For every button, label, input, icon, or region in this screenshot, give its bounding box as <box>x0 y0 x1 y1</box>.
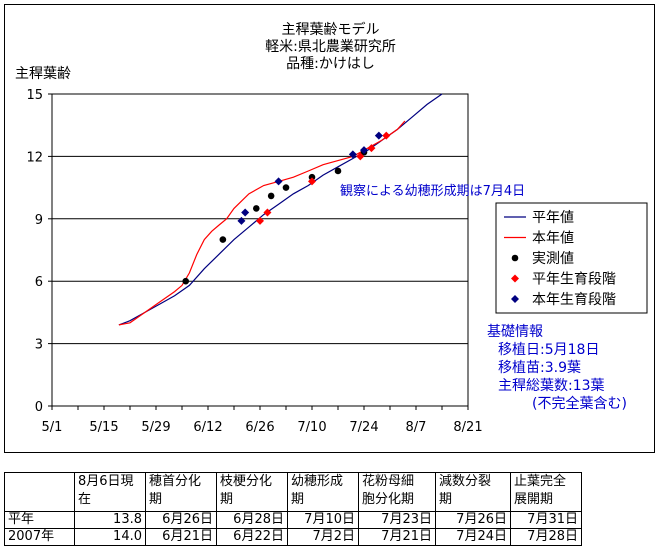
info-total-leaves: 主稈総葉数:13葉 <box>498 378 605 394</box>
data-point <box>219 236 227 243</box>
legend-label: 本年値 <box>532 231 574 247</box>
table-row: 2007年 14.0 6月21日 6月22日 7月2日 7月21日 7月24日 … <box>4 528 582 546</box>
table-cell: 7月21日 <box>358 528 436 546</box>
x-tick-label: 6/12 <box>193 420 222 435</box>
table-cell: 7月28日 <box>510 528 582 546</box>
data-point <box>360 146 368 155</box>
table-cell: 6月22日 <box>216 528 288 546</box>
legend-label: 平年生育段階 <box>532 272 616 288</box>
table-cell: 7月23日 <box>358 511 436 529</box>
info-seedling-leaf: 移植苗:3.9葉 <box>498 360 581 376</box>
y-tick-label: 15 <box>26 88 43 103</box>
table-cell: 14.0 <box>74 528 146 546</box>
x-tick-label: 6/26 <box>245 420 274 435</box>
legend-label: 実測値 <box>532 251 574 267</box>
table-header-cell: 減数分裂期 <box>435 472 511 512</box>
table-header-cell <box>4 472 75 512</box>
y-tick-label: 0 <box>35 400 43 415</box>
data-point <box>308 177 316 186</box>
table-header-cell: 枝梗分化期 <box>216 472 288 512</box>
annotation-panicle-formation: 観察による幼穂形成期は7月4日 <box>340 184 526 199</box>
data-point <box>241 208 250 217</box>
table-header-cell: 穂首分化期 <box>145 472 217 512</box>
chart-plot-svg: 0 3 6 9 12 15 5/1 5/15 5/29 6/12 6/26 7/10 7/24 8/7 8/… <box>26 88 648 435</box>
data-point <box>382 131 391 140</box>
table-cell: 6月26日 <box>145 511 217 529</box>
x-tick-label: 7/10 <box>297 420 326 435</box>
chart-title-line-1: 主稈葉齢モデル <box>281 22 380 38</box>
plot-area <box>51 93 469 407</box>
data-point <box>274 177 283 186</box>
data-point <box>348 150 357 159</box>
chart-panel: 主稈葉齢モデル 軽米:県北農業研究所 品種:かけはし 主稈葉齢 0 3 6 9 12 15… <box>4 4 655 453</box>
table-cell: 7月2日 <box>287 528 359 546</box>
table-cell: 7月26日 <box>435 511 511 529</box>
y-tick-label: 3 <box>35 338 43 353</box>
info-transplant-date: 移植日:5月18日 <box>498 342 600 358</box>
data-point <box>334 167 342 175</box>
chart-title-line-2: 軽米:県北農業研究所 <box>265 39 396 55</box>
x-tick-label: 8/7 <box>406 420 427 435</box>
legend-label: 本年生育段階 <box>532 292 616 308</box>
table-row-label: 平年 <box>4 511 75 529</box>
legend-label: 平年値 <box>532 210 574 226</box>
data-point <box>374 131 383 140</box>
series-line-0 <box>118 93 443 326</box>
x-tick-label: 5/1 <box>42 420 63 435</box>
data-point <box>252 205 260 212</box>
data-point <box>237 216 246 225</box>
data-point <box>263 208 272 217</box>
table-cell: 7月10日 <box>287 511 359 529</box>
x-tick-label: 5/29 <box>141 420 170 435</box>
legend-swatch <box>511 274 519 283</box>
data-point <box>367 144 376 153</box>
data-point <box>256 216 264 225</box>
x-tick-label: 5/15 <box>89 420 118 435</box>
y-tick-label: 9 <box>35 213 43 228</box>
data-point <box>356 152 365 161</box>
table-header-cell: 止葉完全 展開期 <box>510 472 582 512</box>
info-incomplete-leaf-note: (不完全葉含む) <box>532 396 627 412</box>
table-header-cell: 花粉母細 胞分化期 <box>358 472 436 512</box>
table-row-label: 2007年 <box>4 528 75 546</box>
legend-swatch <box>511 295 519 303</box>
data-point <box>267 192 275 200</box>
table-header-row: 8月6日現在 穂首分化期 枝梗分化期 幼穂形成期 花粉母細 胞分化期 減数分裂期 … <box>4 472 582 512</box>
table-header-cell: 幼穂形成期 <box>287 472 359 512</box>
table-cell: 6月21日 <box>145 528 217 546</box>
y-axis-label: 主稈葉齢 <box>15 66 71 82</box>
chart-title-line-3: 品種:かけはし <box>286 56 375 72</box>
info-heading: 基礎情報 <box>487 324 543 340</box>
y-tick-label: 6 <box>35 275 43 290</box>
x-tick-label: 8/21 <box>453 420 482 435</box>
y-tick-label: 12 <box>26 150 43 165</box>
table-row: 平年 13.8 6月26日 6月28日 7月10日 7月23日 7月26日 7月… <box>4 511 582 529</box>
data-point <box>308 173 316 181</box>
data-point <box>182 277 190 285</box>
table-cell: 6月28日 <box>216 511 288 529</box>
table-cell: 7月31日 <box>510 511 582 529</box>
table-header-cell: 8月6日現在 <box>74 472 146 512</box>
table-cell: 7月24日 <box>435 528 511 546</box>
data-point <box>282 184 290 191</box>
legend-box <box>495 202 648 314</box>
growth-stage-table: 8月6日現在 穂首分化期 枝梗分化期 幼穂形成期 花粉母細 胞分化期 減数分裂期 … <box>4 472 582 546</box>
x-tick-label: 7/24 <box>349 420 378 435</box>
legend-swatch <box>511 254 519 262</box>
table-cell: 13.8 <box>74 511 146 529</box>
